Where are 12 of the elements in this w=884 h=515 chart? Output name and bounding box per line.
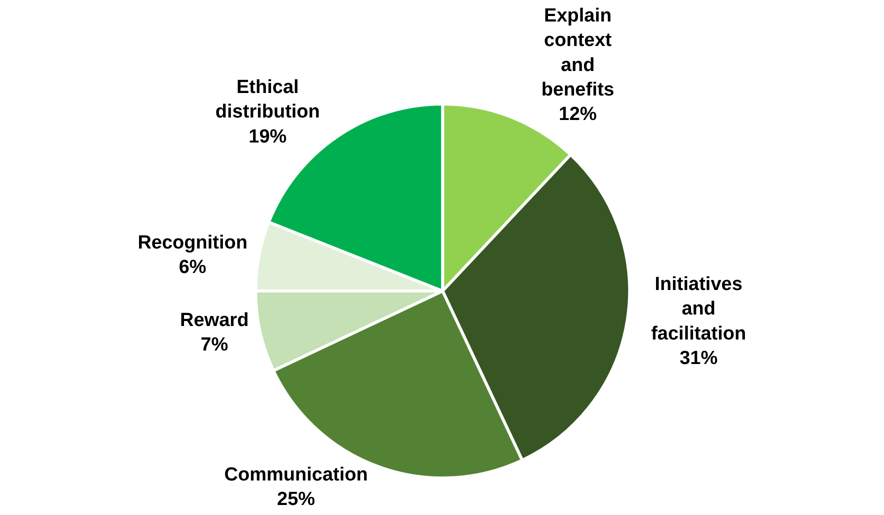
- slice-label: Recognition: [138, 232, 248, 254]
- data-label: 6%: [178, 257, 206, 278]
- data-label: 19%: [248, 126, 287, 148]
- slice-label: Ethical distribution: [215, 77, 320, 123]
- slice-label: Initiatives and facilitation: [651, 274, 746, 344]
- slice-label: Reward: [180, 310, 249, 332]
- data-label: 31%: [680, 348, 718, 369]
- data-label: 7%: [200, 334, 228, 356]
- data-label: 12%: [558, 104, 597, 126]
- slice-label: Communication: [224, 464, 368, 486]
- data-label: 25%: [277, 489, 316, 510]
- slice-label: Explain context and benefits: [541, 5, 614, 101]
